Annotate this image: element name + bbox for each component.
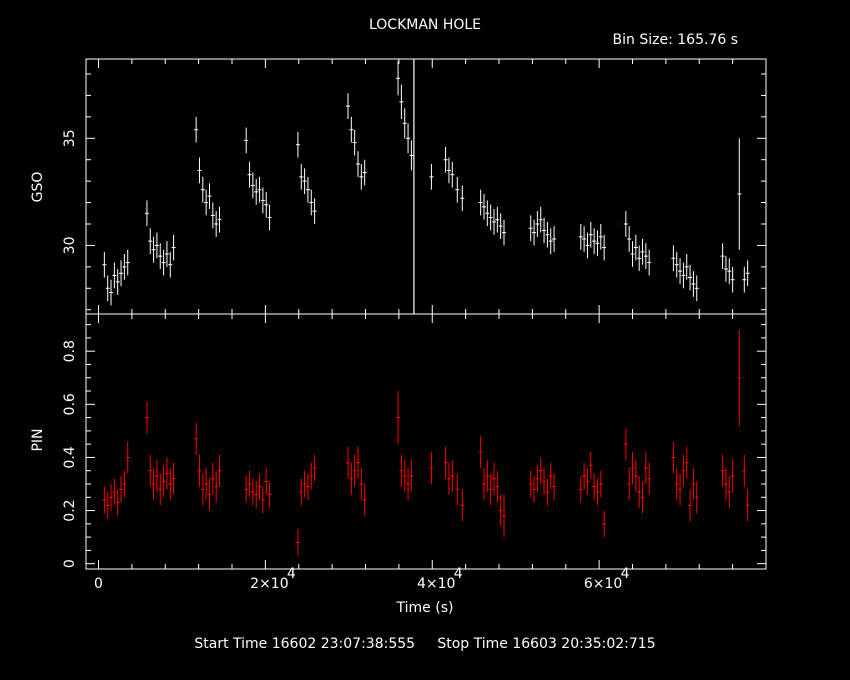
time-tick-exponent: 4 [287,566,296,582]
pin-ytick-label: 0.6 [62,393,78,415]
chart-title: LOCKMAN HOLE [369,17,481,33]
pin-frame [85,313,767,570]
gso-panel: 30 35 [62,58,767,315]
pin-ytick-label: 0.8 [62,340,78,362]
time-tick-exponent: 4 [454,566,463,582]
pin-ytick-label: 0.2 [62,499,78,521]
gso-axis-label: GSO [30,172,46,203]
pin-ytick-label: 0.4 [62,446,78,468]
start-time-label: Start Time [194,636,268,652]
time-tick-label: 0 [94,576,103,592]
pin-axis-label: PIN [30,428,46,451]
stop-time-value: 16603 20:35:02:715 [512,636,656,652]
time-tick-label: 4×10 [417,576,455,592]
time-tick-exponent: 4 [621,566,630,582]
time-axis-label: Time (s) [396,600,454,616]
time-range-footer: Start Time 16602 23:07:38:555 Stop Time … [0,636,850,652]
gso-ytick-label: 35 [62,129,78,147]
start-time-value: 16602 23:07:38:555 [271,636,416,652]
time-tick-label: 6×10 [584,576,622,592]
bin-size-label: Bin Size: 165.76 s [613,32,738,48]
time-tick-label: 2×10 [250,576,288,592]
stop-time-label: Stop Time [437,636,508,652]
pin-ytick-label: 0 [62,559,78,568]
gso-frame [85,58,767,315]
gso-ytick-label: 30 [62,237,78,255]
